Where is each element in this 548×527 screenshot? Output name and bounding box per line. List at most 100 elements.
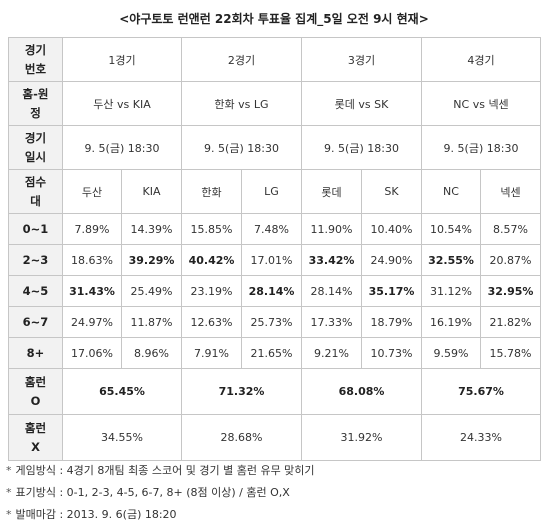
note-deadline: * 발매마감 : 2013. 9. 6(금) 18:20 [6,508,177,521]
notes: * 게임방식 : 4경기 8개팀 최종 스코어 및 경기 별 홈런 유무 맞히기 … [6,460,546,526]
team-name: LG [241,169,302,214]
game-datetime-1: 9. 5(금) 18:30 [62,125,182,170]
vote-rate-cell: 10.40% [361,213,422,245]
vote-rate-cell: 11.90% [301,213,362,245]
score-row: 0~1 7.89% 14.39% 15.85% 7.48% 11.90% 10.40% 10.… [8,213,541,245]
vote-rate-cell: 9.59% [421,337,481,369]
homerun-o-value: 71.32% [181,368,302,415]
vote-rate-cell: 31.43% [62,275,122,307]
matchup-2: 한화 vs LG [181,81,302,126]
homerun-x-value: 28.68% [181,414,302,461]
vote-rate-cell: 35.17% [361,275,422,307]
vote-rate-cell: 20.87% [480,244,541,276]
score-range: 8+ [8,337,63,369]
matchup-row: 홈-원 정 두산 vs KIA 한화 vs LG 롯데 vs SK NC vs 넥… [8,81,541,126]
vote-rate-cell: 21.65% [241,337,302,369]
vote-rate-cell: 15.78% [480,337,541,369]
row-header-home-away: 홈-원 정 [8,81,63,126]
game-datetime-3: 9. 5(금) 18:30 [301,125,422,170]
note-marker: * [6,508,12,521]
team-row: 점수 대 두산 KIA 한화 LG 롯데 SK NC 넥센 [8,169,541,214]
game-label-3: 3경기 [301,37,422,82]
vote-rate-cell: 10.73% [361,337,422,369]
vote-rate-cell: 24.90% [361,244,422,276]
vote-rate-cell: 28.14% [241,275,302,307]
vote-rate-cell: 39.29% [121,244,182,276]
row-header-game-no: 경기 번호 [8,37,63,82]
homerun-x-value: 34.55% [62,414,182,461]
game-label-4: 4경기 [421,37,541,82]
homerun-o-value: 75.67% [421,368,541,415]
vote-rate-cell: 7.91% [181,337,242,369]
game-number-row: 경기 번호 1경기 2경기 3경기 4경기 [8,37,541,82]
vote-rate-cell: 17.33% [301,306,362,338]
vote-rate-cell: 25.49% [121,275,182,307]
vote-rate-cell: 7.48% [241,213,302,245]
matchup-4: NC vs 넥센 [421,81,541,126]
note-marker: * [6,486,12,499]
score-range: 2~3 [8,244,63,276]
team-name: 한화 [181,169,242,214]
team-name: 넥센 [480,169,541,214]
row-header-score: 점수 대 [8,169,63,214]
row-header-homerun-o: 홈런 O [8,368,63,415]
matchup-3: 롯데 vs SK [301,81,422,126]
homerun-o-value: 68.08% [301,368,422,415]
datetime-row: 경기 일시 9. 5(금) 18:30 9. 5(금) 18:30 9. 5(금)… [8,125,541,170]
vote-rate-cell: 11.87% [121,306,182,338]
vote-rate-cell: 10.54% [421,213,481,245]
note-marker: * [6,464,12,477]
vote-rate-cell: 12.63% [181,306,242,338]
vote-rate-cell: 25.73% [241,306,302,338]
vote-rate-cell: 40.42% [181,244,242,276]
vote-rate-cell: 8.57% [480,213,541,245]
score-row: 6~7 24.97% 11.87% 12.63% 25.73% 17.33% 18.79% 1… [8,306,541,338]
vote-rate-cell: 21.82% [480,306,541,338]
vote-rate-cell: 32.55% [421,244,481,276]
score-row: 8+ 17.06% 8.96% 7.91% 21.65% 9.21% 10.73% 9.59%… [8,337,541,369]
vote-rate-cell: 17.06% [62,337,122,369]
homerun-o-row: 홈런 O 65.45% 71.32% 68.08% 75.67% [8,368,541,415]
vote-rate-cell: 31.12% [421,275,481,307]
vote-rate-cell: 24.97% [62,306,122,338]
team-name: 롯데 [301,169,362,214]
vote-rate-cell: 8.96% [121,337,182,369]
game-label-1: 1경기 [62,37,182,82]
vote-rate-cell: 32.95% [480,275,541,307]
note-game-method: * 게임방식 : 4경기 8개팀 최종 스코어 및 경기 별 홈런 유무 맞히기 [6,464,315,477]
note-notation: * 표기방식 : 0-1, 2-3, 4-5, 6-7, 8+ (8점 이상) /… [6,486,290,499]
matchup-1: 두산 vs KIA [62,81,182,126]
score-range: 6~7 [8,306,63,338]
vote-rate-cell: 16.19% [421,306,481,338]
vote-rate-cell: 14.39% [121,213,182,245]
game-datetime-4: 9. 5(금) 18:30 [421,125,541,170]
vote-rate-cell: 7.89% [62,213,122,245]
team-name: NC [421,169,481,214]
homerun-x-value: 31.92% [301,414,422,461]
score-range: 4~5 [8,275,63,307]
game-datetime-2: 9. 5(금) 18:30 [181,125,302,170]
score-row: 2~3 18.63% 39.29% 40.42% 17.01% 33.42% 24.90% 3… [8,244,541,276]
team-name: SK [361,169,422,214]
vote-rate-cell: 28.14% [301,275,362,307]
vote-rate-cell: 18.63% [62,244,122,276]
vote-rate-cell: 17.01% [241,244,302,276]
poll-table: 경기 번호 1경기 2경기 3경기 4경기 홈-원 정 두산 vs KIA 한화 v… [8,37,541,461]
vote-rate-cell: 18.79% [361,306,422,338]
vote-rate-cell: 23.19% [181,275,242,307]
score-range: 0~1 [8,213,63,245]
score-row: 4~5 31.43% 25.49% 23.19% 28.14% 28.14% 35.17% 3… [8,275,541,307]
score-rows: 0~1 7.89% 14.39% 15.85% 7.48% 11.90% 10.40% 10.… [8,213,541,369]
vote-rate-cell: 33.42% [301,244,362,276]
homerun-x-value: 24.33% [421,414,541,461]
vote-rate-cell: 15.85% [181,213,242,245]
team-name: KIA [121,169,182,214]
team-name: 두산 [62,169,122,214]
homerun-o-value: 65.45% [62,368,182,415]
game-label-2: 2경기 [181,37,302,82]
page-title: <야구토토 런앤런 22회차 투표율 집계_5일 오전 9시 현재> [119,12,429,26]
homerun-x-row: 홈런 X 34.55% 28.68% 31.92% 24.33% [8,414,541,461]
vote-rate-cell: 9.21% [301,337,362,369]
row-header-game-date: 경기 일시 [8,125,63,170]
row-header-homerun-x: 홈런 X [8,414,63,461]
